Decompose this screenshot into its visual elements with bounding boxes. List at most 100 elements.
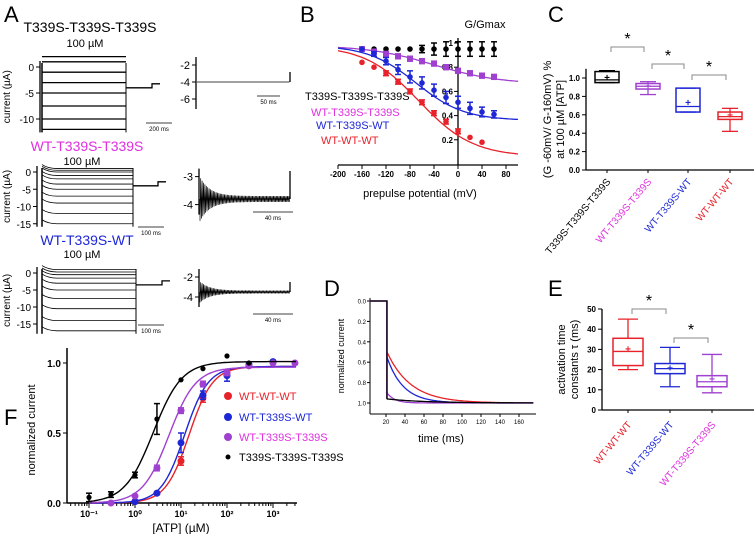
data-point (177, 439, 185, 447)
inset-scale-bar-label: 50 ms (260, 100, 276, 106)
recording-title: T339S-T339S-T339S (23, 19, 156, 35)
data-point (455, 99, 461, 106)
data-point (383, 46, 389, 52)
x-tick-label: -80 (404, 170, 416, 179)
legend-label: WT-T339S-T339S (311, 107, 400, 119)
significance-star: * (646, 293, 652, 310)
scale-bar-label: 100 ms (141, 231, 161, 237)
data-point (199, 380, 207, 388)
data-point-square (491, 73, 497, 80)
x-tick-label: 10⁰ (128, 509, 142, 519)
current-trace (41, 174, 133, 180)
current-trace (369, 300, 534, 404)
data-point (86, 494, 92, 500)
current-trace (41, 265, 136, 270)
current-trace (41, 198, 133, 204)
fit-curve (337, 50, 519, 155)
legend-label: WT-WT-WT (321, 135, 379, 147)
concentration-label: 100 µM (67, 38, 104, 50)
legend-label: T339S-T339S-T339S (239, 452, 344, 464)
data-point (443, 118, 449, 125)
y-axis-label: current (µA) (2, 274, 13, 327)
significance-bracket (610, 46, 645, 52)
inset-trace (199, 178, 290, 221)
y-tick-label: 1.0 (358, 402, 367, 408)
current-trace (41, 191, 133, 197)
data-point (108, 492, 114, 498)
x-tick-label: 40 (402, 420, 409, 426)
data-point (246, 360, 252, 366)
y-tick-label: 40 (587, 325, 596, 334)
data-point (467, 134, 473, 141)
data-point (291, 359, 299, 367)
mean-marker: + (727, 111, 733, 122)
y-axis-label: normalized current (26, 384, 38, 475)
y-tick-label: 0.6 (358, 361, 367, 367)
data-point (153, 489, 161, 497)
significance-bracket (651, 63, 685, 69)
inset-y-tick-label: -3 (183, 172, 193, 184)
current-trace (41, 171, 133, 176)
current-trace (41, 167, 133, 173)
significance-bracket (691, 74, 727, 80)
data-point (131, 492, 139, 500)
y-tick-label: 0 (25, 168, 31, 179)
y-axis-label: activation time (556, 324, 568, 394)
y-tick-label: -5 (22, 185, 31, 196)
current-trace (369, 300, 534, 404)
data-point (177, 457, 185, 465)
y-tick-label: 20 (587, 366, 596, 375)
x-tick-label: 80 (502, 170, 511, 179)
category-label: WT-WT-WT (592, 420, 634, 467)
y-tick-label: 0.0 (47, 499, 61, 510)
y-tick-label: 0.5 (47, 429, 61, 440)
y-tick-label: -15 (17, 320, 32, 331)
x-tick-label: -40 (428, 170, 440, 179)
y-axis-label: normalized current (336, 318, 346, 393)
current-trace (41, 219, 133, 225)
legend-label: WT-T339S-WT (316, 120, 390, 132)
current-trace (41, 179, 133, 185)
mean-marker: + (709, 375, 715, 386)
legend-marker (225, 454, 231, 460)
inset-scale-bar-label: 40 ms (265, 216, 281, 222)
fit-curve (337, 47, 519, 121)
x-tick-label: 10³ (266, 509, 279, 519)
y-tick-label: 0.0 (358, 300, 367, 306)
data-point (491, 46, 497, 52)
tail-trace (133, 181, 166, 187)
y-tick-label: -5 (25, 89, 34, 100)
inset-y-tick-label: -4 (183, 292, 193, 304)
inset-y-tick-label: -4 (180, 77, 190, 89)
data-point (443, 94, 449, 101)
y-tick-label: 0.2 (569, 148, 581, 157)
tail-trace (136, 280, 170, 286)
inset-trace (199, 282, 290, 303)
current-trace (41, 184, 133, 190)
mean-marker: + (604, 73, 610, 84)
data-point (407, 74, 413, 80)
data-point-square (407, 55, 413, 62)
inset-y-tick-label: -2 (180, 60, 190, 72)
data-point-square (395, 53, 401, 60)
data-point (419, 46, 425, 52)
panel-label-B: B (300, 2, 315, 27)
y-tick-label: 0 (25, 269, 31, 280)
data-point (431, 46, 437, 52)
data-point (395, 46, 401, 52)
y-tick-label: 0.2 (442, 136, 454, 145)
x-axis-label: time (ms) (418, 433, 464, 445)
data-point (479, 46, 485, 52)
significance-bracket (631, 308, 667, 314)
current-trace (41, 273, 136, 279)
data-point (154, 416, 160, 422)
significance-star: * (706, 59, 712, 76)
data-point-square (443, 64, 449, 71)
data-point (371, 64, 377, 70)
x-tick-label: 120 (476, 420, 487, 426)
x-axis-label: [ATP] (µM) (152, 521, 209, 534)
data-point (479, 139, 485, 146)
legend-marker (224, 392, 232, 400)
data-point (443, 46, 449, 52)
y-axis-label: G/Gmax (465, 19, 506, 31)
